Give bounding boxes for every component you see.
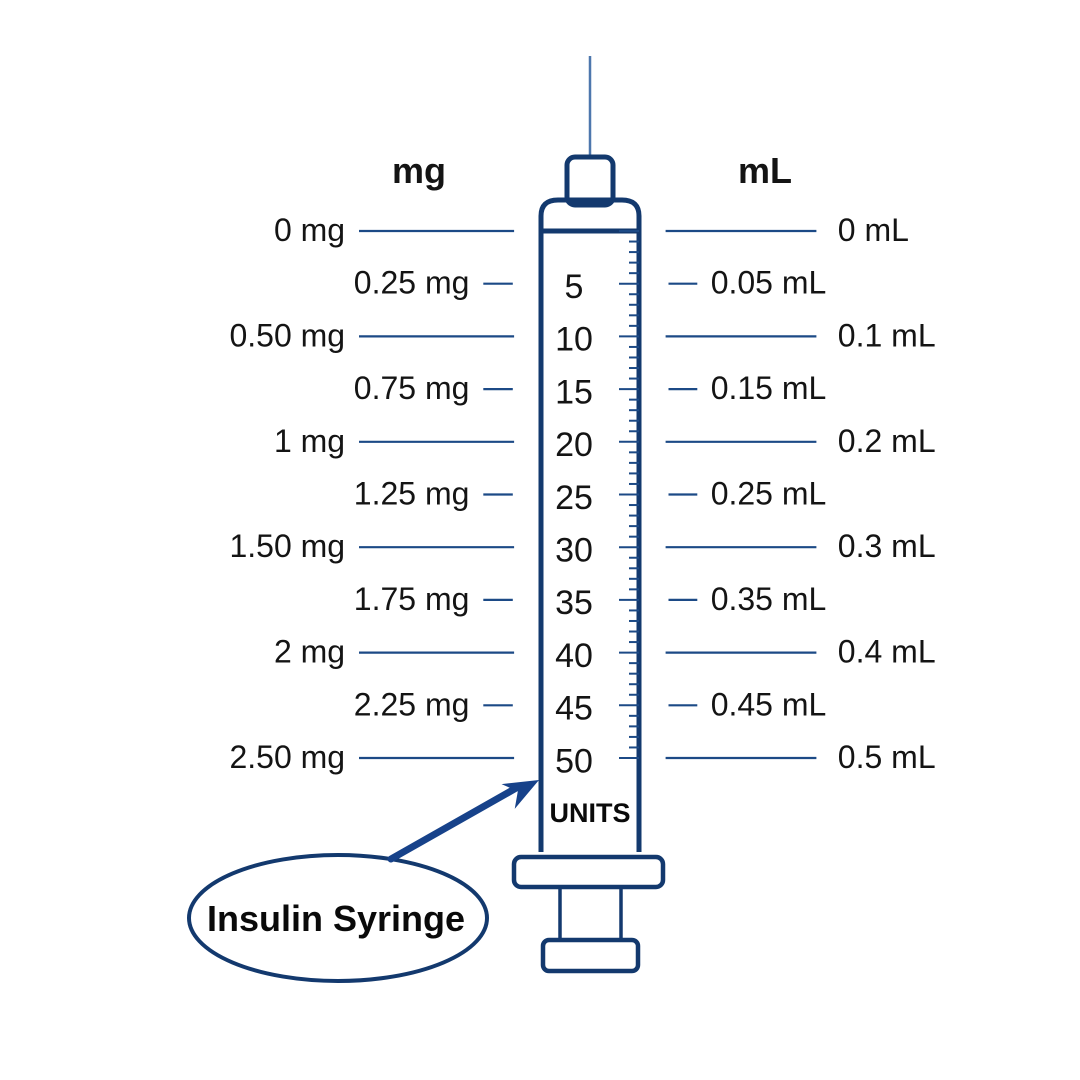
svg-text:45: 45: [555, 690, 593, 728]
svg-text:0.45 mL: 0.45 mL: [711, 686, 827, 722]
svg-text:1.75 mg: 1.75 mg: [354, 581, 470, 617]
svg-text:2 mg: 2 mg: [274, 634, 345, 670]
svg-text:1.25 mg: 1.25 mg: [354, 476, 470, 512]
svg-text:35: 35: [555, 584, 593, 622]
svg-text:0.3 mL: 0.3 mL: [838, 528, 936, 564]
svg-text:0.1 mL: 0.1 mL: [838, 317, 936, 353]
svg-text:2.25 mg: 2.25 mg: [354, 686, 470, 722]
svg-text:0.2 mL: 0.2 mL: [838, 423, 936, 459]
svg-text:0.50 mg: 0.50 mg: [229, 317, 345, 353]
svg-text:0.15 mL: 0.15 mL: [711, 370, 827, 406]
svg-text:50: 50: [555, 742, 593, 780]
svg-text:0.25 mg: 0.25 mg: [354, 265, 470, 301]
svg-text:1 mg: 1 mg: [274, 423, 345, 459]
svg-text:30: 30: [555, 532, 593, 570]
svg-text:10: 10: [555, 321, 593, 359]
svg-text:mg: mg: [392, 150, 446, 191]
svg-text:5: 5: [565, 268, 584, 306]
svg-text:0 mL: 0 mL: [838, 212, 909, 248]
svg-text:0.35 mL: 0.35 mL: [711, 581, 827, 617]
svg-text:1.50 mg: 1.50 mg: [229, 528, 345, 564]
svg-text:Insulin Syringe: Insulin Syringe: [207, 898, 465, 939]
svg-text:UNITS: UNITS: [550, 798, 631, 828]
svg-text:25: 25: [555, 479, 593, 517]
svg-text:20: 20: [555, 426, 593, 464]
svg-text:0.25 mL: 0.25 mL: [711, 476, 827, 512]
svg-text:mL: mL: [738, 150, 792, 191]
svg-text:0 mg: 0 mg: [274, 212, 345, 248]
svg-text:0.75 mg: 0.75 mg: [354, 370, 470, 406]
svg-text:0.4 mL: 0.4 mL: [838, 634, 936, 670]
svg-text:0.05 mL: 0.05 mL: [711, 265, 827, 301]
svg-text:40: 40: [555, 637, 593, 675]
svg-text:0.5 mL: 0.5 mL: [838, 739, 936, 775]
svg-text:15: 15: [555, 373, 593, 411]
svg-text:2.50 mg: 2.50 mg: [229, 739, 345, 775]
